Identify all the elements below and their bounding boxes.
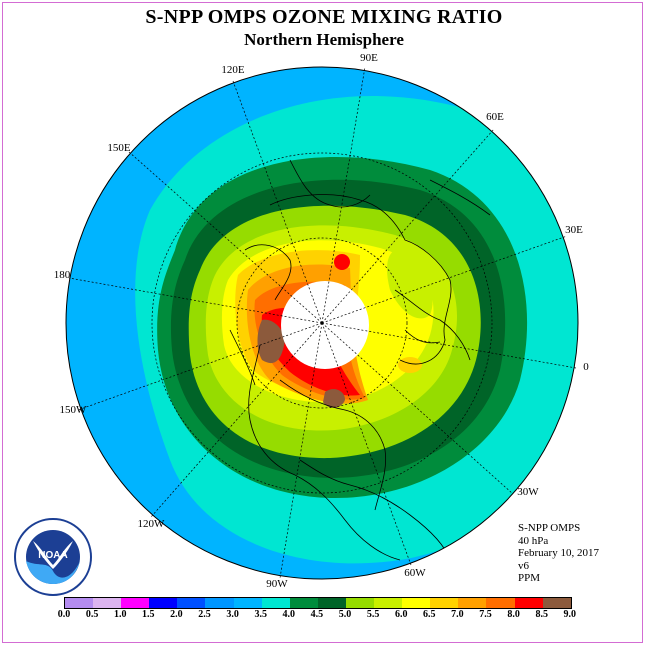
lon-label-150w: 150W: [60, 404, 88, 416]
colorbar-swatch: [542, 598, 571, 608]
colorbar-swatch: [289, 598, 318, 608]
colorbar-ticks: 0.0 0.5 1.0 1.5 2.0 2.5 3.0 3.5 4.0 4.5 5.0 5.5 6.0 6…: [0, 609, 648, 623]
noaa-logo-text: NOAA: [38, 550, 67, 561]
colorbar-tick-label: 1.0: [113, 609, 127, 620]
info-block: S-NPP OMPS 40 hPa February 10, 2017 v6 P…: [518, 522, 599, 585]
lon-label-30e: 30E: [565, 224, 583, 236]
map-subtitle: Northern Hemisphere: [244, 30, 404, 49]
info-level: 40 hPa: [518, 534, 549, 547]
lon-label-120e: 120E: [221, 64, 245, 76]
colorbar-tick-label: 6.0: [394, 609, 408, 620]
colorbar-tick-label: 9.0: [563, 609, 577, 620]
lon-label-90w: 90W: [266, 578, 288, 590]
colorbar-swatch: [205, 598, 234, 608]
lon-label-150e: 150E: [107, 142, 131, 154]
lon-label-60e: 60E: [486, 111, 504, 123]
colorbar-swatch: [149, 598, 178, 608]
colorbar-tick-label: 0.5: [85, 609, 99, 620]
info-date: February 10, 2017: [518, 547, 599, 559]
colorbar-tick-label: 3.5: [254, 609, 267, 620]
colorbar-tick-label: 3.0: [226, 609, 239, 620]
colorbar-swatch: [374, 598, 403, 608]
colorbar-tick-label: 7.0: [451, 609, 464, 620]
info-units: PPM: [518, 572, 541, 584]
colorbar-tick-label: 6.5: [423, 609, 436, 620]
colorbar-swatch: [486, 598, 515, 608]
coastlines: [229, 159, 491, 561]
colorbar-tick-label: 8.0: [507, 609, 520, 620]
lon-label-30w: 30W: [517, 486, 539, 498]
colorbar-tick-label: 2.0: [170, 609, 183, 620]
colorbar-tick-label: 4.5: [310, 609, 324, 620]
colorbar-swatch: [430, 598, 459, 608]
lon-label-60w: 60W: [404, 567, 426, 579]
colorbar-tick-label: 2.5: [198, 609, 211, 620]
colorbar-tick-label: 5.0: [338, 609, 352, 620]
noaa-logo: NOAA: [13, 517, 93, 597]
colorbar-swatch: [458, 598, 487, 608]
info-version: v6: [518, 559, 529, 572]
colorbar-tick-label: 7.5: [479, 609, 492, 620]
lon-label-90e: 90E: [360, 52, 378, 64]
lon-label-180: 180: [54, 269, 71, 281]
colorbar-tick-label: 0.0: [57, 609, 71, 620]
colorbar-tick-label: 5.5: [366, 609, 380, 620]
colorbar-swatch: [345, 598, 375, 608]
colorbar-swatch: [121, 598, 150, 608]
lon-label-120w: 120W: [138, 518, 166, 530]
ozone-field: [66, 67, 578, 579]
colorbar-swatch: [233, 598, 262, 608]
colorbar-tick-label: 4.0: [282, 609, 296, 620]
colorbar-swatch: [261, 598, 290, 608]
lon-label-0: 0: [583, 361, 589, 373]
colorbar-tick-label: 1.5: [142, 609, 155, 620]
colorbar-swatch: [317, 598, 346, 608]
map-title: S-NPP OMPS OZONE MIXING RATIO: [145, 6, 503, 28]
colorbar-swatch: [177, 598, 206, 608]
hemisphere-outline: [65, 66, 579, 580]
graticule: [68, 66, 577, 579]
colorbar-swatch: [93, 598, 122, 608]
colorbar-tick-label: 8.5: [535, 609, 548, 620]
colorbar-swatch: [65, 598, 94, 608]
colorbar: [64, 597, 572, 609]
colorbar-swatch: [402, 598, 431, 608]
colorbar-swatch: [514, 598, 543, 608]
info-instrument: S-NPP OMPS: [518, 522, 581, 534]
figure-frame: [2, 2, 643, 643]
